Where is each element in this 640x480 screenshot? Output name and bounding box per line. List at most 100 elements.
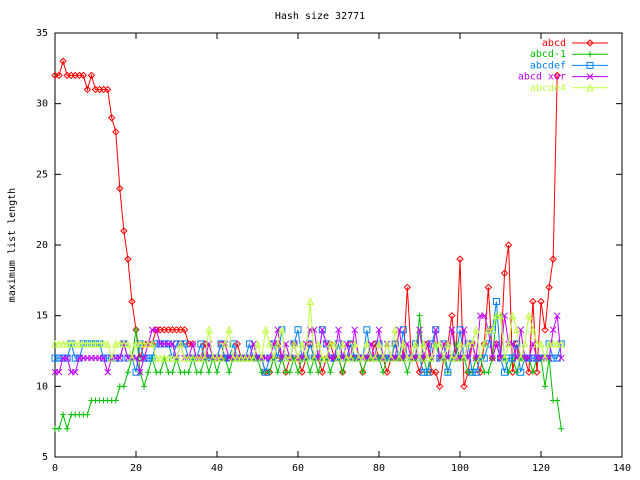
marker [112,397,119,404]
marker [132,368,140,376]
marker [488,325,497,334]
marker [327,369,334,376]
marker [448,311,456,320]
marker [152,353,161,362]
marker [484,325,493,334]
marker [505,369,512,376]
marker [476,353,485,362]
marker [435,339,444,348]
marker [273,339,282,348]
marker [120,339,128,348]
marker [225,325,233,334]
marker [553,312,561,320]
marker [346,353,355,362]
marker [112,128,120,136]
marker [500,269,509,277]
marker [286,369,293,376]
marker [59,57,67,65]
marker [480,354,488,362]
marker [83,85,92,94]
marker [404,369,411,376]
marker [537,297,545,306]
marker [133,326,139,333]
marker [424,368,432,376]
x-tick-label: 0 [52,463,58,474]
marker [484,340,492,348]
marker [460,353,468,362]
marker [363,326,371,334]
marker [87,71,96,80]
marker [307,369,314,376]
marker [492,298,500,306]
marker [549,326,557,334]
marker [169,369,176,376]
marker [302,353,310,362]
marker [375,326,383,334]
series-line [55,315,562,375]
marker [103,85,112,94]
marker [99,339,108,348]
marker [342,353,351,362]
marker [115,339,124,348]
marker [533,368,541,376]
marker [148,339,157,348]
marker [87,339,96,348]
marker [508,311,517,320]
marker [192,353,201,362]
marker [140,339,148,348]
marker [485,369,492,376]
marker [452,353,460,362]
marker [140,354,148,362]
marker [456,339,464,348]
marker [294,326,302,334]
marker [315,369,322,376]
marker [205,325,213,334]
marker [278,354,286,362]
marker [172,353,181,362]
marker [415,353,424,362]
marker [249,353,258,362]
marker [403,283,412,292]
marker [456,326,464,334]
marker [545,339,553,348]
y-tick-label: 35 [36,28,48,39]
marker [257,353,266,362]
marker [95,339,104,348]
legend-marker [586,83,594,92]
marker [64,425,71,432]
marker [124,339,132,348]
marker [169,340,176,348]
marker [354,353,363,362]
marker [554,397,561,404]
marker [558,425,565,432]
marker [512,325,521,334]
marker [448,326,456,334]
marker [439,353,448,362]
marker [492,311,501,320]
y-tick-label: 15 [36,311,48,322]
marker [124,369,131,376]
marker [537,339,545,348]
marker [399,354,408,362]
marker [484,283,493,292]
marker [55,71,63,80]
marker [116,354,124,362]
marker [314,339,323,348]
marker [525,354,533,362]
marker [124,255,132,263]
marker [489,354,496,362]
marker [557,354,565,362]
marker [533,339,541,348]
marker [185,369,192,376]
marker [71,339,80,348]
marker [557,339,566,348]
marker [226,369,233,376]
marker [60,411,67,418]
x-tick-label: 100 [451,463,469,474]
marker [419,354,428,362]
marker [51,339,59,348]
legend-marker [586,73,594,80]
marker [262,368,270,376]
marker [541,353,549,362]
marker [525,368,533,376]
